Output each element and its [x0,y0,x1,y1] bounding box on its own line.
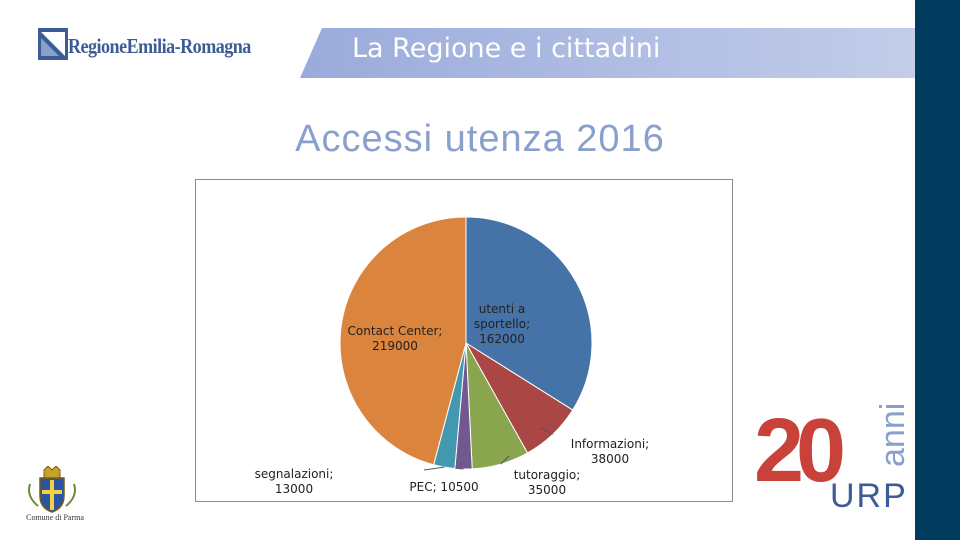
data-label-segnalazioni: 13000 [275,482,313,496]
pie-slice-utenti-a-sportello [465,216,593,411]
anniversary-brand: URP [830,477,908,515]
parma-name: Comune di Parma [26,513,84,522]
pie-chart: utenti a sportello; 162000 Informazioni; 380… [195,179,733,502]
anniversary-logo: 20 anni URP [752,395,912,515]
region-logo [38,28,288,68]
data-label-tutoraggio: tutoraggio; [514,468,581,482]
data-label-utenti-a-sportello: utenti a [479,302,526,316]
header-band-shape [300,28,915,78]
leader-line-segnalazioni [423,466,445,471]
data-label-utenti-a-sportello: 162000 [479,332,525,346]
right-sidebar-bar [915,0,960,540]
pie-slice-contact-center [339,216,467,466]
region-emblem-icon [38,28,68,60]
header-title: La Regione e i cittadini [352,33,661,64]
data-label-tutoraggio: 35000 [528,483,566,497]
page-title: Accessi utenza 2016 [295,118,665,160]
anniversary-number: 20 [754,401,843,501]
region-name: RegioneEmilia-Romagna [68,34,251,58]
anniversary-word: anni [874,403,912,467]
data-label-utenti-a-sportello: sportello; [474,317,530,331]
data-label-informazioni: Informazioni; [571,437,649,451]
leader-line-informazioni [540,427,554,435]
header-band [0,28,915,78]
parma-crest-icon [28,465,76,513]
anniversary-logo-svg: 20 anni URP [754,401,912,515]
data-label-pec: PEC; 10500 [409,480,478,494]
parma-logo [22,465,102,526]
data-label-informazioni: 38000 [591,452,629,466]
data-label-contact-center: Contact Center; [348,324,443,338]
leader-line-tutoraggio [500,455,510,465]
data-label-contact-center: 219000 [372,339,418,353]
data-label-segnalazioni: segnalazioni; [255,467,334,481]
